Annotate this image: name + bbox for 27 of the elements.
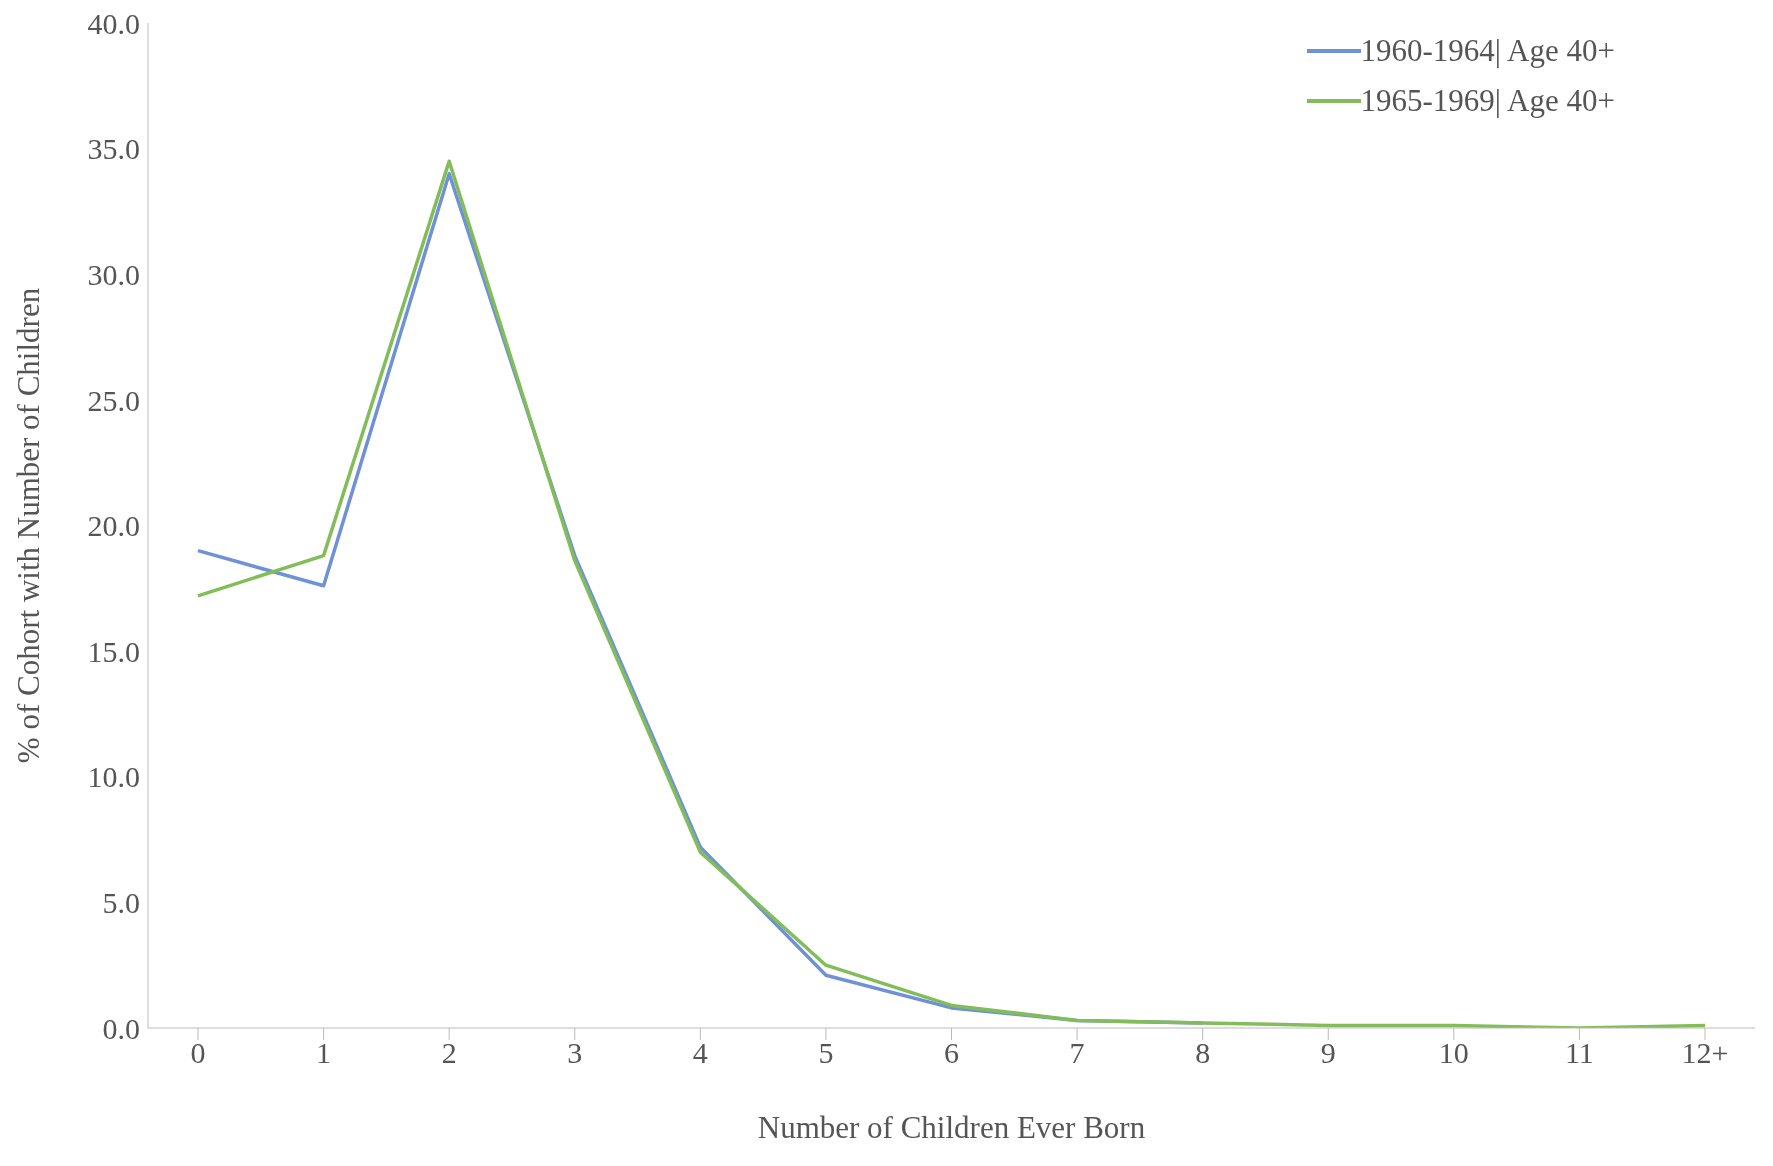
y-tick-label: 0.0 [102,1011,140,1045]
x-tick-label: 1 [316,1036,332,1070]
y-tick-label: 25.0 [87,383,140,417]
x-tick-label: 10 [1438,1036,1469,1070]
legend-label: 1965-1969| Age 40+ [1360,83,1615,119]
y-tick-label: 15.0 [87,634,140,668]
x-tick-label: 12+ [1681,1036,1729,1070]
x-tick-label: 7 [1069,1036,1085,1070]
x-tick-label: 9 [1320,1036,1336,1070]
x-tick-label: 3 [567,1036,583,1070]
y-tick-label: 35.0 [87,132,140,166]
y-tick-label: 30.0 [87,257,140,291]
x-tick-label: 5 [818,1036,834,1070]
x-tick-label: 8 [1195,1036,1211,1070]
x-tick-label: 2 [441,1036,457,1070]
y-tick-label: 20.0 [87,509,140,543]
y-tick-label: 10.0 [87,760,140,794]
x-tick-label: 0 [190,1036,206,1070]
x-tick-label: 4 [692,1036,708,1070]
y-axis-title: % of Cohort with Number of Children [11,287,47,764]
x-tick-label: 6 [944,1036,959,1070]
line-series [196,159,1707,1028]
y-tick-label: 40.0 [87,6,140,40]
y-tick-label: 5.0 [102,886,140,920]
x-axis-title: Number of Children Ever Born [757,1110,1146,1145]
legend-label: 1960-1964| Age 40+ [1360,33,1615,69]
x-tick-label: 11 [1564,1036,1594,1070]
